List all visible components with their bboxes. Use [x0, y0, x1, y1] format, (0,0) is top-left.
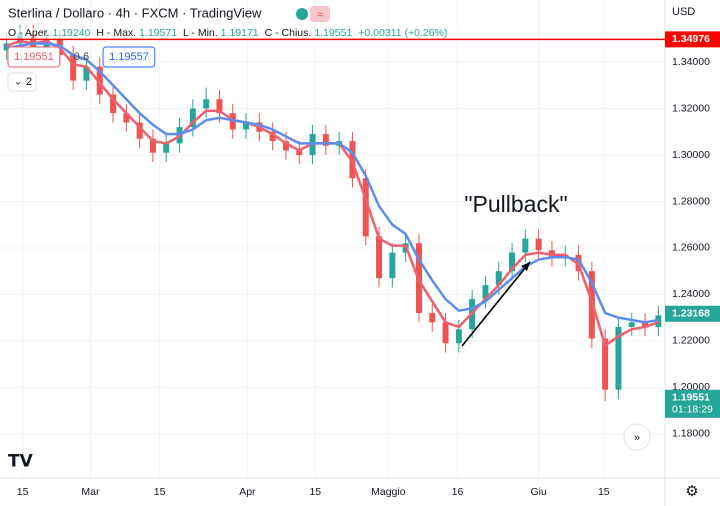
candle-body — [535, 238, 542, 251]
x-tick-label: Giu — [530, 486, 547, 498]
candle-body — [189, 108, 196, 128]
candle-body — [615, 326, 622, 390]
indicator-badge — [102, 46, 156, 68]
logo: 𝗧𝗩 — [8, 451, 34, 470]
candle-body — [376, 236, 383, 279]
y-tick-label: 1.28000 — [672, 195, 710, 207]
candle-body — [243, 122, 250, 130]
y-tick-label: 1.26000 — [672, 242, 710, 254]
candle-body — [495, 271, 502, 286]
status-icon: ≈ — [317, 9, 323, 21]
x-tick-label: 15 — [309, 486, 321, 498]
scroll-button[interactable] — [623, 423, 651, 451]
candle-body — [136, 122, 143, 139]
y-tick-label: 1.24000 — [672, 288, 710, 300]
price-label-bg — [665, 31, 720, 48]
ohlc-legend: O - Aper. 1.19240 H - Max. 1.19571 L - Min. 1… — [8, 27, 447, 39]
x-tick-label: 15 — [17, 486, 29, 498]
candle-body — [282, 141, 289, 151]
ohlc-value: 1.19240 — [52, 27, 90, 39]
candle-body — [70, 55, 77, 81]
collapse-icon: ⌄ — [14, 77, 22, 88]
candle-body — [482, 285, 489, 300]
chart-title: Sterlina / Dollaro · 4h · FXCM · Trading… — [8, 5, 262, 20]
indicator-label: 0.6 — [74, 51, 89, 63]
candle-body — [429, 313, 436, 323]
legend-bg — [0, 28, 475, 40]
candle-body — [642, 322, 649, 327]
status-dot — [296, 8, 308, 20]
indicator-label: 1.19557 — [109, 51, 149, 63]
ohlc-key: H - Max. — [96, 27, 136, 39]
currency[interactable]: USD — [672, 6, 695, 18]
countdown: 01:18:29 — [672, 404, 713, 416]
ohlc-key: L - Min. — [183, 27, 218, 39]
scroll-icon: » — [634, 432, 640, 444]
collapse-button[interactable] — [7, 72, 37, 92]
y-tick-label: 1.22000 — [672, 335, 710, 347]
ohlc-value: 1.19171 — [221, 27, 259, 39]
y-tick-label: 1.32000 — [672, 102, 710, 114]
candle-body — [349, 141, 356, 179]
indicator-label: 1.19551 — [14, 51, 54, 63]
candle-body — [83, 66, 90, 81]
candle-body — [216, 99, 223, 114]
y-tick-label: 1.18000 — [672, 428, 710, 440]
price-label: 1.19551 — [672, 392, 710, 404]
y-tick-label: 1.34000 — [672, 56, 710, 68]
ohlc-value: 1.19551 — [314, 27, 352, 39]
arrow-head — [521, 262, 530, 271]
candle-body — [602, 338, 609, 390]
candle-body — [149, 138, 156, 153]
candle-body — [110, 94, 117, 114]
y-tick-label: 1.30000 — [672, 149, 710, 161]
candle-body — [628, 322, 635, 327]
x-tick-label: Apr — [239, 486, 256, 498]
candle-body — [296, 150, 303, 155]
status-badge — [310, 6, 330, 22]
candle-body — [30, 34, 37, 49]
collapse-label[interactable]: 2 — [26, 76, 32, 88]
candle-body — [455, 329, 462, 344]
x-tick-label: Mar — [81, 486, 100, 498]
annotation: "Pullback" — [464, 191, 567, 217]
overlay: "Pullback" Sterlina / Dollaro · 4h · FXC… — [0, 5, 699, 500]
ohlc-key: O - Aper. — [8, 27, 49, 39]
ohlc-key: C - Chius. — [265, 27, 312, 39]
candle-body — [123, 113, 130, 123]
x-tick-label: 16 — [452, 486, 464, 498]
price-label-bg — [665, 389, 720, 418]
price-label: 1.34976 — [672, 33, 710, 45]
indicator-badge — [7, 46, 61, 68]
candle-body — [203, 99, 210, 109]
candle-body — [163, 143, 170, 153]
x-tick-label: Maggio — [371, 486, 406, 498]
price-label-bg — [665, 305, 720, 322]
candle-body — [509, 252, 516, 272]
ohlc-value: 1.19571 — [139, 27, 177, 39]
x-tick-label: 15 — [154, 486, 166, 498]
ma-line — [6, 42, 659, 324]
candle-body — [96, 66, 103, 95]
settings-icon[interactable]: ⚙ — [685, 483, 698, 500]
price-label: 1.23168 — [672, 308, 710, 320]
ohlc-value: +0.00311 (+0.26%) — [358, 27, 447, 39]
candle-body — [522, 238, 529, 253]
candle-body — [442, 322, 449, 344]
candle-body — [362, 178, 369, 237]
candle-body — [322, 134, 329, 146]
candle-body — [389, 252, 396, 279]
x-tick-label: 15 — [598, 486, 610, 498]
candle-body — [269, 131, 276, 142]
annotation-arrow — [461, 261, 531, 347]
indicator-legend: 1.19551 0.6 1.19557 — [7, 46, 156, 68]
